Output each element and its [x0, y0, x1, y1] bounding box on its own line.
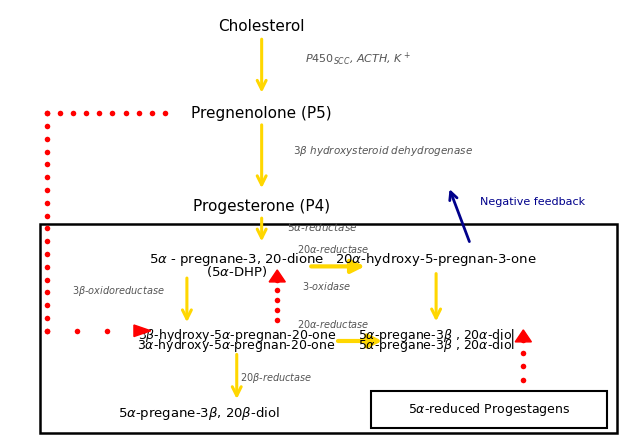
- Polygon shape: [269, 270, 285, 282]
- Text: $3\beta$-hydroxy-$5\alpha$-pregnan-20-one: $3\beta$-hydroxy-$5\alpha$-pregnan-20-on…: [138, 327, 336, 344]
- Text: $20\alpha$-$reductase$: $20\alpha$-$reductase$: [297, 242, 369, 255]
- Text: Cholesterol: Cholesterol: [219, 19, 305, 34]
- Text: $5\alpha$-pregane-$3\beta$, $20\beta$-diol: $5\alpha$-pregane-$3\beta$, $20\beta$-di…: [118, 405, 280, 422]
- Bar: [40, 224, 617, 433]
- Text: Pregnenolone (P5): Pregnenolone (P5): [191, 106, 332, 121]
- Text: $3\beta$ $hydroxysteroid$ $dehydrogenase$: $3\beta$ $hydroxysteroid$ $dehydrogenase…: [293, 144, 473, 158]
- Text: Negative feedback: Negative feedback: [480, 197, 585, 207]
- Text: ($5\alpha$-DHP): ($5\alpha$-DHP): [206, 264, 267, 279]
- Text: $20\alpha$-$reductase$: $20\alpha$-$reductase$: [297, 318, 369, 330]
- Text: $20\beta$-$reductase$: $20\beta$-$reductase$: [240, 371, 312, 385]
- Text: $5\alpha$-reduced Progestagens: $5\alpha$-reduced Progestagens: [408, 401, 570, 418]
- Text: $5\alpha$-pregane-$3\beta$ , $20\alpha$-diol: $5\alpha$-pregane-$3\beta$ , $20\alpha$-…: [358, 327, 515, 344]
- Polygon shape: [134, 325, 151, 337]
- Text: $P450_{SCC}$, $ACTH$, $K^+$: $P450_{SCC}$, $ACTH$, $K^+$: [305, 52, 411, 68]
- Text: $5\alpha$-$reductase$: $5\alpha$-$reductase$: [287, 221, 357, 234]
- Text: $5\alpha$ - pregnane-3, 20-dione: $5\alpha$ - pregnane-3, 20-dione: [149, 251, 325, 268]
- Text: Progesterone (P4): Progesterone (P4): [193, 199, 330, 214]
- Text: $3\alpha$-hydroxy-$5\alpha$-pregnan-20-one: $3\alpha$-hydroxy-$5\alpha$-pregnan-20-o…: [138, 337, 336, 354]
- Text: $3$-$oxidase$: $3$-$oxidase$: [302, 280, 351, 293]
- Bar: [371, 391, 607, 428]
- Text: $5\alpha$-pregane-$3\beta$ , $20\alpha$-diol: $5\alpha$-pregane-$3\beta$ , $20\alpha$-…: [358, 337, 515, 354]
- Text: $20\alpha$-hydroxy-5-pregnan-3-one: $20\alpha$-hydroxy-5-pregnan-3-one: [335, 251, 537, 268]
- Polygon shape: [515, 330, 531, 342]
- Text: $3\beta$-$oxidoreductase$: $3\beta$-$oxidoreductase$: [72, 284, 164, 298]
